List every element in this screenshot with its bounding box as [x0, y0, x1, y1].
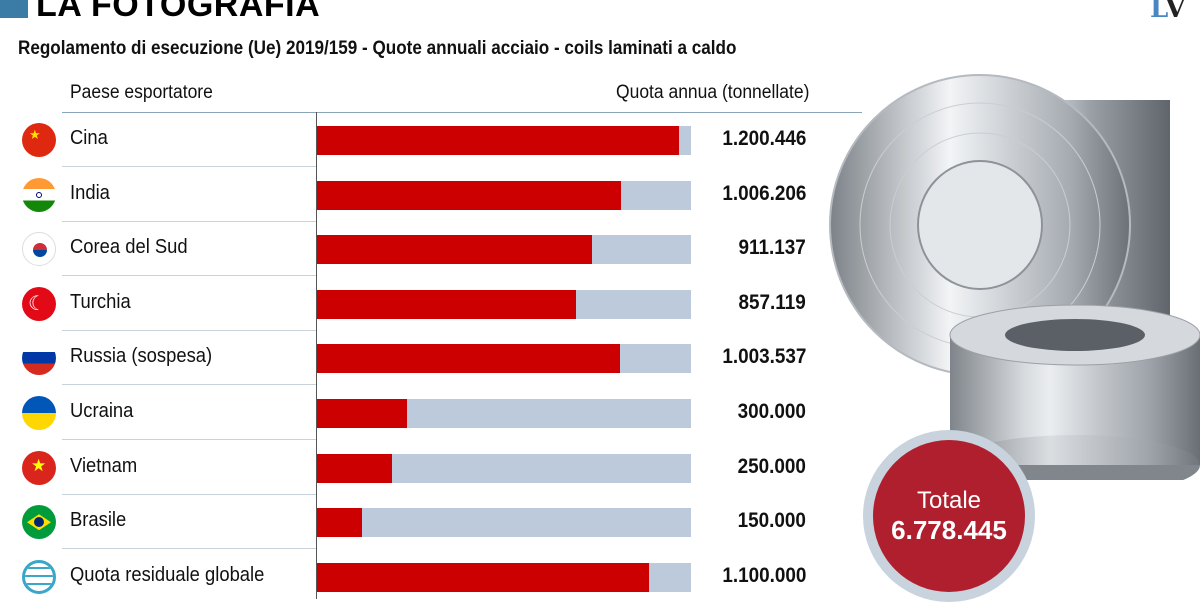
table-row: Brasile 150.000	[0, 495, 860, 550]
table-row: Corea del Sud 911.137	[0, 222, 860, 277]
row-divider	[62, 166, 316, 167]
country-label: Cina	[70, 127, 108, 149]
logo: LV	[1150, 0, 1186, 24]
bar-track	[317, 289, 691, 319]
bar-brazil	[317, 508, 363, 538]
value-label: 1.006.206	[721, 181, 806, 205]
value-label: 150.000	[737, 509, 806, 533]
column-header-quota: Quota annua (tonnellate)	[616, 82, 810, 103]
row-divider	[62, 439, 316, 440]
vietnam-flag-icon: ★	[22, 450, 56, 485]
south-korea-flag-icon	[22, 232, 56, 267]
value-label: 300.000	[737, 400, 806, 423]
bar-china	[317, 126, 680, 155]
bar-track	[317, 344, 691, 374]
country-label: Corea del Sud	[70, 236, 188, 259]
table-row: Quota residuale globale 1.100.000	[0, 550, 860, 604]
table-row: Russia (sospesa) 1.003.537	[0, 331, 860, 386]
country-label: Quota residuale globale	[70, 563, 265, 586]
bar-track	[317, 180, 691, 210]
country-label: Turchia	[70, 290, 131, 313]
country-label: Russia (sospesa)	[70, 345, 213, 368]
bar-track	[317, 126, 691, 155]
bar-track	[317, 399, 691, 428]
bar-track	[317, 453, 691, 483]
page-title: LA FOTOGRAFIA	[36, 0, 321, 24]
row-divider	[62, 384, 316, 386]
total-value: 6.778.445	[891, 514, 1007, 545]
value-label: 1.003.537	[721, 345, 806, 369]
row-divider	[62, 329, 316, 331]
russia-flag-icon	[22, 341, 56, 376]
header-accent	[0, 0, 28, 18]
bar-south-korea	[317, 235, 592, 265]
row-divider	[62, 275, 316, 277]
bar-track	[317, 508, 691, 538]
country-label: Brasile	[70, 509, 127, 532]
total-label: Totale	[916, 486, 982, 514]
india-flag-icon	[22, 177, 56, 212]
bar-ukraine	[317, 399, 408, 428]
turkey-flag-icon: ☾	[22, 286, 56, 321]
row-divider	[62, 548, 316, 550]
brazil-flag-icon	[22, 505, 56, 540]
value-label: 1.200.446	[721, 127, 806, 150]
total-badge: Totale 6.778.445	[863, 430, 1035, 602]
axis-line	[316, 112, 317, 599]
value-label: 911.137	[738, 236, 806, 260]
country-label: India	[70, 181, 110, 204]
bar-india	[317, 180, 621, 210]
value-label: 1.100.000	[721, 563, 806, 587]
row-divider	[62, 493, 316, 495]
table-row: ☾ Turchia 857.119	[0, 277, 860, 331]
bar-russia	[317, 344, 620, 374]
table-row: ★ Vietnam 250.000	[0, 441, 860, 495]
row-divider	[62, 220, 316, 222]
bar-vietnam	[317, 453, 393, 483]
column-header-country: Paese esportatore	[70, 82, 213, 103]
value-label: 857.119	[738, 290, 806, 314]
bar-globe	[317, 562, 649, 592]
bar-track	[317, 235, 691, 265]
globe-flag-icon	[22, 559, 56, 594]
table-row: India 1.006.206	[0, 168, 860, 222]
steel-coil-image	[829, 74, 1200, 480]
chart-title: Regolamento di esecuzione (Ue) 2019/159 …	[18, 38, 737, 59]
bar-track	[317, 562, 691, 592]
ukraine-flag-icon	[22, 396, 56, 430]
table-row: Ucraina 300.000	[0, 386, 860, 440]
bar-turkey	[317, 289, 576, 319]
country-label: Vietnam	[70, 454, 138, 477]
table-row: ★ Cina 1.200.446	[0, 113, 860, 167]
china-flag-icon: ★	[22, 123, 56, 157]
country-label: Ucraina	[70, 400, 134, 422]
header-divider	[62, 112, 862, 113]
value-label: 250.000	[737, 454, 806, 478]
